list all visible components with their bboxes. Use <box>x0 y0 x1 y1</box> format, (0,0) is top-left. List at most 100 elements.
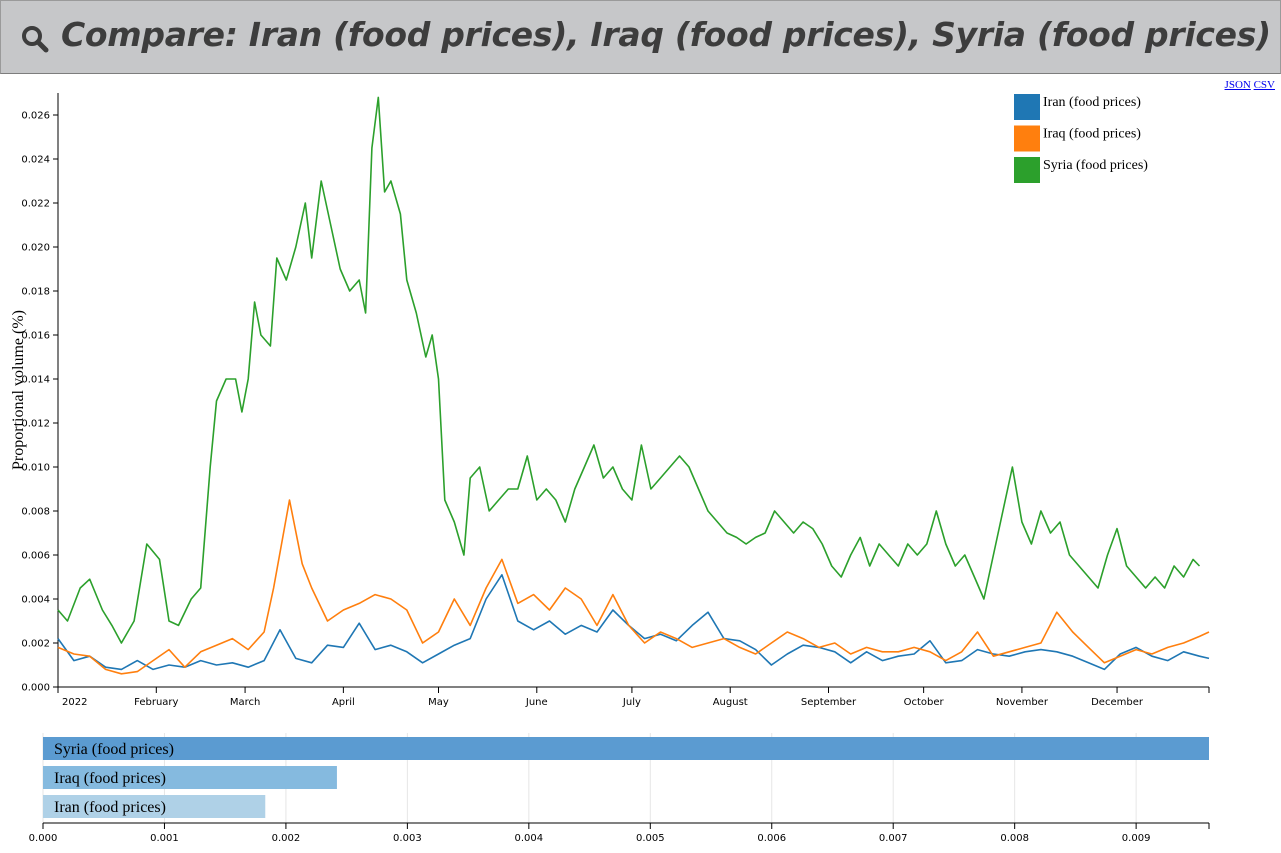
x-tick-label: April <box>332 697 355 708</box>
y-tick: 0.024 <box>21 155 58 166</box>
x-tick-label: November <box>996 697 1049 708</box>
legend-swatch <box>1014 157 1040 183</box>
y-tick: 0.010 <box>21 463 58 474</box>
legend: Iran (food prices) Iraq (food prices) Syri… <box>1014 94 1148 183</box>
y-tick: 0.022 <box>21 199 58 210</box>
bar-x-tick-label: 0.001 <box>150 833 179 844</box>
bar-x-tick: 0.006 <box>757 823 786 844</box>
series-line-syria[interactable] <box>57 96 1201 644</box>
x-tick: August <box>713 687 748 708</box>
bar-x-tick-label: 0.006 <box>757 833 786 844</box>
legend-swatch <box>1014 125 1040 152</box>
series-lines <box>57 96 1210 675</box>
bar-x-tick: 0.000 <box>29 823 58 844</box>
export-links: JSON CSV <box>1225 79 1275 91</box>
y-tick-label: 0.016 <box>21 331 50 342</box>
legend-label: Syria (food prices) <box>1043 158 1148 173</box>
x-tick: September <box>801 687 857 708</box>
y-tick-label: 0.026 <box>21 111 50 122</box>
y-tick-label: 0.018 <box>21 287 50 298</box>
x-tick: June <box>525 687 548 708</box>
bar-x-tick: 0.008 <box>1000 823 1029 844</box>
x-tick: March <box>230 687 260 708</box>
bar-x-tick: 0.007 <box>879 823 908 844</box>
y-tick: 0.008 <box>21 507 58 518</box>
bar-x-tick: 0.004 <box>515 823 544 844</box>
x-tick: 2022 <box>57 687 87 708</box>
y-tick-label: 0.004 <box>21 595 50 606</box>
bar-x-tick-label: 0.002 <box>272 833 301 844</box>
y-tick: 0.014 <box>21 375 58 386</box>
x-tick-label: July <box>622 697 641 708</box>
y-tick-label: 0.022 <box>21 199 50 210</box>
x-tick-label: June <box>525 697 548 708</box>
legend-swatch <box>1014 94 1040 120</box>
bar-label: Syria (food prices) <box>54 741 174 758</box>
y-tick: 0.018 <box>21 287 58 298</box>
y-tick: 0.012 <box>21 419 58 430</box>
y-tick-label: 0.008 <box>21 507 50 518</box>
bar-x-tick: 0.002 <box>272 823 301 844</box>
x-axis: 2022 February March April May June July August S… <box>57 686 1210 708</box>
bars: Syria (food prices) Iraq (food prices) Ira… <box>43 737 1209 818</box>
x-tick-label: December <box>1091 697 1144 708</box>
legend-label: Iraq (food prices) <box>1043 127 1141 142</box>
bar-x-tick-label: 0.008 <box>1000 833 1029 844</box>
csv-link[interactable]: CSV <box>1253 79 1275 91</box>
bar-x-tick: 0.009 <box>1122 823 1151 844</box>
y-tick-label: 0.000 <box>21 683 50 694</box>
bar-x-tick-label: 0.009 <box>1122 833 1151 844</box>
search-icon[interactable] <box>21 25 49 53</box>
series-line-iran[interactable] <box>57 574 1210 671</box>
line-chart: 0.000 0.002 0.004 0.006 0.008 0.010 0.012 0.014… <box>10 93 1210 708</box>
legend-label: Iran (food prices) <box>1043 95 1141 110</box>
bar-x-tick: 0.001 <box>150 823 179 844</box>
bar-x-tick: 0.005 <box>636 823 665 844</box>
series-line-iraq[interactable] <box>57 499 1210 675</box>
y-tick: 0.016 <box>21 331 58 342</box>
bar-x-axis: 0.000 0.001 0.002 0.003 0.004 0.005 0.006 0.007… <box>29 822 1210 844</box>
x-tick-label: August <box>713 697 748 708</box>
x-tick-label: 2022 <box>62 697 87 708</box>
y-tick-label: 0.006 <box>21 551 50 562</box>
bar[interactable] <box>43 766 337 789</box>
bar-x-tick: 0.003 <box>393 823 422 844</box>
bar[interactable] <box>43 795 266 818</box>
legend-item-iraq[interactable]: Iraq (food prices) <box>1014 125 1141 152</box>
json-link[interactable]: JSON <box>1224 79 1251 91</box>
y-tick-label: 0.012 <box>21 419 50 430</box>
bar-x-tick-label: 0.003 <box>393 833 422 844</box>
bar-item[interactable]: Syria (food prices) <box>43 737 1209 760</box>
x-tick: July <box>622 687 641 708</box>
bar-label: Iraq (food prices) <box>54 770 166 787</box>
bar-item[interactable]: Iraq (food prices) <box>43 766 337 789</box>
bar-label: Iran (food prices) <box>54 799 166 816</box>
bar-item[interactable]: Iran (food prices) <box>43 795 266 818</box>
y-axis: 0.000 0.002 0.004 0.006 0.008 0.010 0.012 0.014… <box>21 93 59 694</box>
y-tick-label: 0.002 <box>21 639 50 650</box>
y-tick: 0.000 <box>21 683 58 694</box>
y-tick: 0.026 <box>21 111 58 122</box>
bar-x-tick-label: 0.000 <box>29 833 58 844</box>
x-tick-label: February <box>134 697 178 708</box>
x-tick-label: March <box>230 697 260 708</box>
y-tick: 0.020 <box>21 243 58 254</box>
legend-item-iran[interactable]: Iran (food prices) <box>1014 94 1141 120</box>
y-tick: 0.002 <box>21 639 58 650</box>
y-tick: 0.004 <box>21 595 58 606</box>
legend-item-syria[interactable]: Syria (food prices) <box>1014 157 1148 183</box>
x-tick: November <box>996 687 1049 708</box>
bar-chart: Syria (food prices) Iraq (food prices) Ira… <box>29 733 1210 844</box>
page-title: Compare: Iran (food prices), Iraq (food … <box>61 15 1271 54</box>
bar-x-tick-label: 0.004 <box>515 833 544 844</box>
x-tick: October <box>904 687 945 708</box>
bar[interactable] <box>43 737 1209 760</box>
x-tick: December <box>1091 687 1144 708</box>
bar-x-tick-label: 0.005 <box>636 833 665 844</box>
y-tick-label: 0.014 <box>21 375 50 386</box>
x-tick: May <box>428 687 449 708</box>
x-tick-label: September <box>801 697 857 708</box>
x-tick: February <box>134 687 179 708</box>
y-tick-label: 0.020 <box>21 243 50 254</box>
y-tick: 0.006 <box>21 551 58 562</box>
